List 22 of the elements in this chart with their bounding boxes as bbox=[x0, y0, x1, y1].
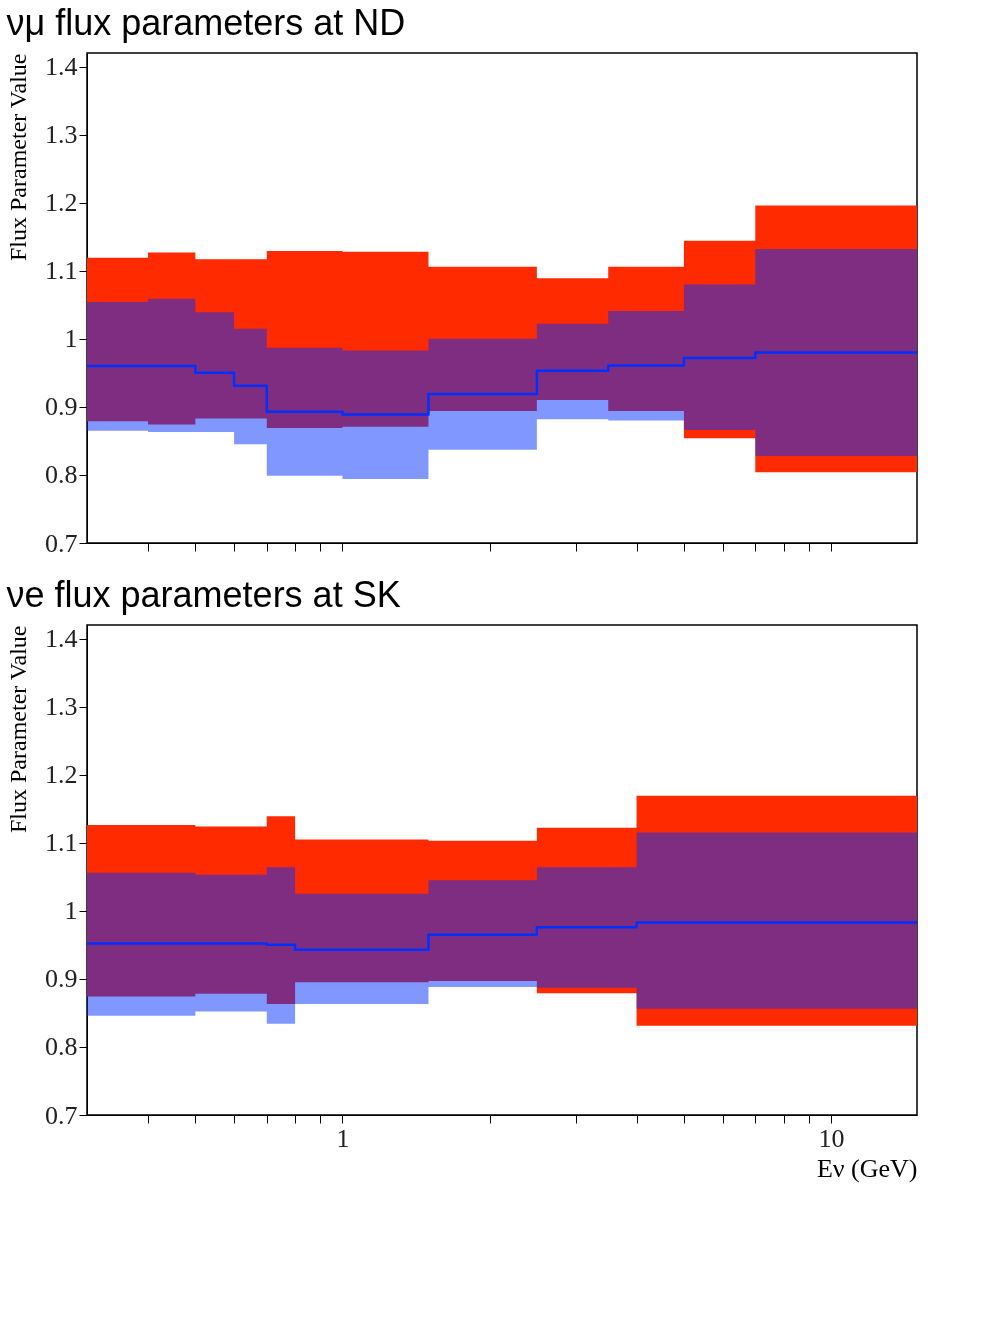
chart-title: νμ flux parameters at ND bbox=[6, 2, 406, 43]
y-tick-label: 0.7 bbox=[45, 1100, 78, 1130]
y-tick-label: 1.2 bbox=[45, 188, 78, 218]
y-tick-label: 1.4 bbox=[45, 624, 78, 654]
y-tick-label: 0.7 bbox=[45, 528, 78, 558]
y-tick-label: 0.8 bbox=[45, 460, 78, 490]
chart-title: νe flux parameters at SK bbox=[6, 574, 401, 615]
y-tick-label: 1 bbox=[64, 896, 78, 926]
y-tick-label: 0.9 bbox=[45, 964, 78, 994]
y-axis-title: Flux Parameter Value bbox=[5, 625, 31, 834]
y-tick-label: 0.9 bbox=[45, 392, 78, 422]
y-tick-label: 1 bbox=[64, 324, 78, 354]
y-tick-label: 1.3 bbox=[45, 120, 78, 150]
x-axis-title: Eν (GeV) bbox=[816, 1153, 918, 1183]
y-tick-label: 1.3 bbox=[45, 692, 78, 722]
y-tick-label: 1.2 bbox=[45, 760, 78, 790]
y-tick-label: 1.1 bbox=[45, 256, 78, 286]
y-tick-label: 1.4 bbox=[45, 52, 78, 82]
y-tick-label: 0.8 bbox=[45, 1032, 78, 1062]
y-axis-title: Flux Parameter Value bbox=[5, 53, 31, 262]
x-tick-label: 10 bbox=[818, 1123, 845, 1153]
y-tick-label: 1.1 bbox=[45, 828, 78, 858]
